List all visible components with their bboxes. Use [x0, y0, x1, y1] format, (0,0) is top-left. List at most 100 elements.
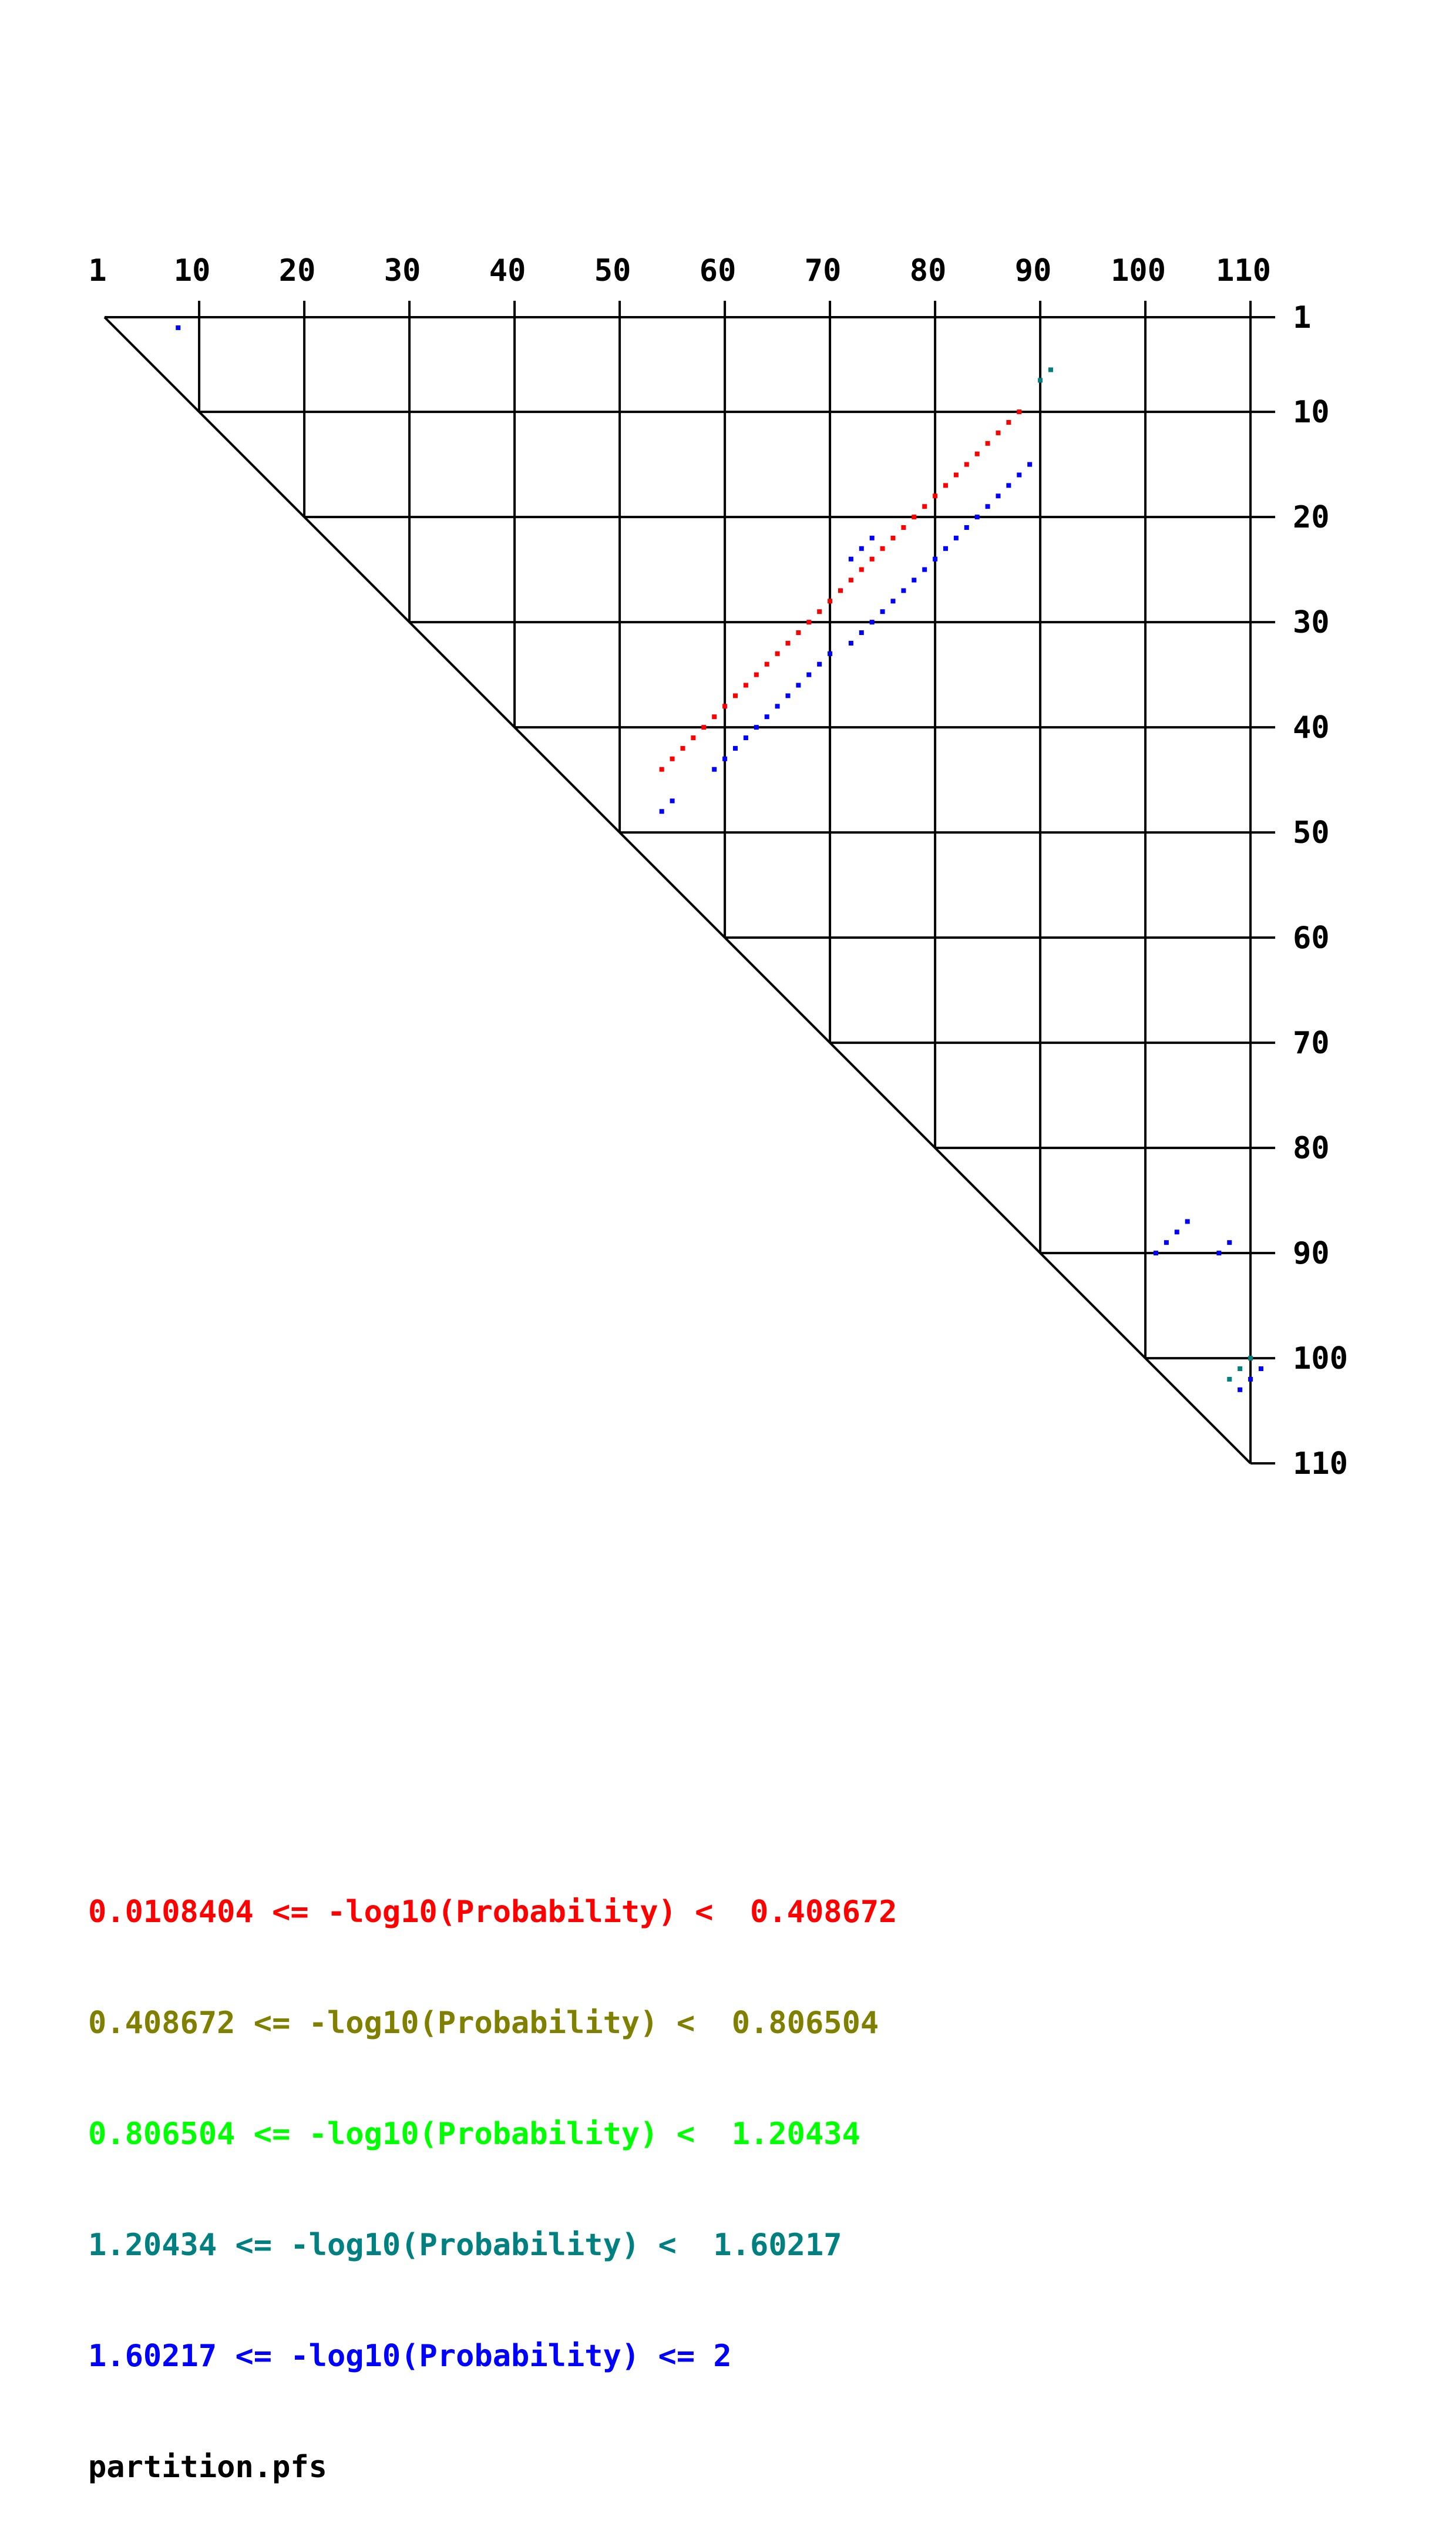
probability-point: [996, 430, 1001, 435]
probability-point: [838, 588, 843, 593]
probability-point: [1238, 1387, 1243, 1392]
y-tick-label: 70: [1293, 1026, 1330, 1061]
y-tick-label: 110: [1293, 1446, 1348, 1481]
y-tick-label: 60: [1293, 920, 1330, 956]
probability-point: [996, 493, 1001, 499]
legend-entry-4: 1.20434 <= -log10(Probability) < 1.60217: [88, 2228, 842, 2263]
y-tick-label: 50: [1293, 815, 1330, 851]
probability-point: [974, 451, 980, 456]
probability-point: [743, 683, 748, 688]
probability-point: [912, 577, 917, 583]
probability-point: [933, 556, 938, 562]
file-caption: partition.pfs: [88, 2450, 327, 2485]
x-tick-label: 70: [805, 253, 842, 288]
probability-point: [933, 493, 938, 499]
probability-point: [1164, 1240, 1169, 1245]
probability-point: [859, 546, 864, 551]
probability-point: [1185, 1219, 1190, 1224]
probability-point: [680, 745, 685, 751]
probability-point: [869, 620, 875, 625]
probability-point: [733, 693, 738, 698]
probability-point: [1174, 1229, 1179, 1235]
legend-entry-2: 0.408672 <= -log10(Probability) < 0.8065…: [88, 2005, 879, 2041]
probability-point: [953, 535, 959, 540]
y-tick-label: 40: [1293, 710, 1330, 745]
probability-point: [964, 462, 969, 467]
probability-point: [722, 704, 728, 709]
probability-point: [848, 640, 853, 646]
x-tick-labels: 1 10 20 30 40 50 60 70 80 90 100 110: [88, 253, 1271, 288]
probability-point: [1006, 420, 1011, 425]
probability-point: [912, 515, 917, 520]
probability-point: [1227, 1240, 1232, 1245]
probability-point: [985, 441, 990, 446]
probability-point: [1038, 378, 1043, 383]
probability-point: [817, 661, 822, 667]
probability-point: [964, 525, 969, 530]
probability-point: [1006, 483, 1011, 488]
probability-point: [659, 809, 664, 814]
y-tick-label: 100: [1293, 1341, 1348, 1376]
probability-point: [869, 535, 875, 540]
probability-point: [943, 546, 948, 551]
probability-point: [817, 609, 822, 614]
y-tick-label: 20: [1293, 500, 1330, 535]
probability-point: [176, 325, 181, 330]
probability-point: [754, 672, 759, 677]
probability-point: [922, 504, 927, 509]
probability-point: [701, 725, 707, 730]
probability-point: [691, 735, 696, 740]
grid-lines: [103, 301, 1276, 1465]
x-tick-label: 30: [384, 253, 421, 288]
probability-points: [176, 325, 1263, 1392]
probability-point: [796, 683, 801, 688]
probability-point: [775, 651, 780, 656]
x-tick-label: 110: [1216, 253, 1271, 288]
probability-point: [775, 704, 780, 709]
probability-point: [1216, 1251, 1222, 1256]
probability-point: [659, 767, 664, 772]
probability-point: [743, 735, 748, 740]
probability-point: [796, 630, 801, 635]
probability-point: [953, 472, 959, 478]
probability-point: [1027, 462, 1033, 467]
probability-point: [859, 630, 864, 635]
x-tick-label: 80: [910, 253, 947, 288]
probability-point: [1048, 367, 1053, 372]
probability-point: [1248, 1376, 1253, 1382]
probability-point: [764, 714, 769, 720]
probability-point: [848, 556, 853, 562]
probability-point: [806, 620, 812, 625]
probability-point: [859, 567, 864, 572]
x-tick-label: 20: [279, 253, 316, 288]
probability-point: [1017, 409, 1022, 415]
probability-point: [1154, 1251, 1158, 1256]
probability-point: [785, 640, 791, 646]
legend-entry-5: 1.60217 <= -log10(Probability) <= 2: [88, 2339, 732, 2374]
x-tick-label: 90: [1015, 253, 1052, 288]
probability-point: [722, 756, 728, 761]
x-tick-label: 60: [700, 253, 737, 288]
probability-point: [974, 515, 980, 520]
probability-point: [712, 767, 717, 772]
probability-point: [901, 525, 906, 530]
probability-point: [785, 693, 791, 698]
probability-point: [670, 798, 675, 804]
probability-point: [890, 535, 896, 540]
legend: 0.0108404 <= -log10(Probability) < 0.408…: [88, 1820, 897, 2523]
probability-point: [922, 567, 927, 572]
probability-point: [754, 725, 759, 730]
y-tick-label: 80: [1293, 1131, 1330, 1166]
x-tick-label: 10: [174, 253, 211, 288]
probability-point: [890, 599, 896, 604]
probability-point: [1227, 1376, 1232, 1382]
dot-plot: 1 10 20 30 40 50 60 70 80 90 100 110 11020304050607…: [88, 253, 1348, 1481]
probability-point: [869, 556, 875, 562]
probability-point: [1248, 1356, 1253, 1361]
x-tick-label: 50: [594, 253, 631, 288]
probability-point: [806, 672, 812, 677]
probability-point: [828, 599, 833, 604]
probability-point: [880, 546, 885, 551]
probability-point: [1259, 1366, 1263, 1371]
